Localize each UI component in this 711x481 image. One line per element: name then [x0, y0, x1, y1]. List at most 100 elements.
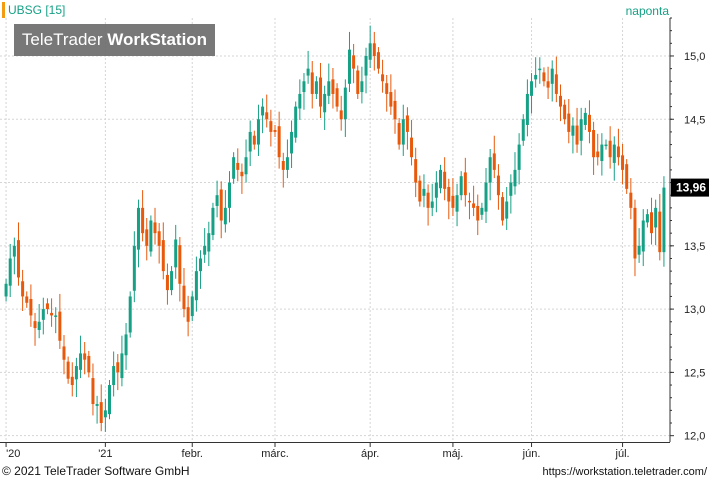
- source-url-link[interactable]: https://workstation.teletrader.com/: [542, 466, 707, 478]
- candle-body: [136, 207, 140, 250]
- candle-body: [530, 81, 534, 96]
- candle-body: [654, 207, 658, 228]
- candle-body: [199, 258, 203, 272]
- candle-body: [335, 88, 339, 107]
- candle-body: [211, 207, 215, 236]
- candle-body: [58, 311, 62, 341]
- candle-body: [108, 385, 112, 415]
- candle-body: [215, 195, 219, 206]
- candle-body: [290, 131, 294, 154]
- candle-body: [596, 151, 600, 158]
- candle-body: [393, 100, 397, 120]
- candle-body: [124, 334, 128, 356]
- candle-body: [451, 195, 455, 208]
- candle-body: [459, 176, 463, 196]
- candle-body: [112, 366, 116, 386]
- candle-body: [343, 87, 347, 120]
- x-tick-label: márc.: [261, 448, 289, 460]
- candle-body: [302, 81, 306, 93]
- candle-body: [472, 203, 476, 208]
- candle-body: [269, 121, 273, 132]
- candle-body: [625, 164, 629, 189]
- symbol-label[interactable]: UBSG [15]: [8, 3, 66, 17]
- candle-body: [314, 81, 318, 94]
- candle-body: [170, 271, 174, 291]
- candle-body: [4, 283, 8, 297]
- candle-body: [16, 240, 20, 278]
- candle-body: [368, 43, 372, 60]
- candle-body: [186, 307, 190, 322]
- candle-body: [50, 312, 54, 316]
- candle-body: [501, 197, 505, 221]
- candle-body: [571, 125, 575, 136]
- candle-body: [658, 211, 662, 253]
- candle-body: [116, 362, 120, 373]
- candle-body: [54, 315, 58, 317]
- y-axis: 12,012,513,013,514,014,515,0: [670, 17, 705, 443]
- candle-body: [447, 186, 451, 202]
- candle-body: [178, 245, 182, 284]
- x-tick-label: febr.: [182, 448, 203, 460]
- candle-body: [87, 355, 91, 373]
- candle-body: [70, 376, 74, 386]
- candle-body: [319, 77, 323, 107]
- candle-body: [439, 169, 443, 189]
- candle-body: [223, 207, 227, 225]
- candle-body: [240, 171, 244, 177]
- candle-body: [567, 113, 571, 132]
- candle-body: [190, 296, 194, 317]
- candle-body: [132, 245, 136, 291]
- candle-body: [434, 182, 438, 198]
- candle-body: [587, 114, 591, 132]
- y-tick-label: 14,5: [684, 114, 705, 126]
- teletrader-logo: TeleTrader WorkStation: [14, 24, 215, 56]
- candle-body: [91, 378, 95, 405]
- interval-label[interactable]: naponta: [625, 4, 669, 18]
- candle-body: [120, 353, 124, 379]
- candlestick-series: [4, 25, 666, 432]
- candle-body: [401, 119, 405, 145]
- candle-body: [372, 43, 376, 56]
- candle-body: [339, 110, 343, 120]
- candle-body: [579, 119, 583, 141]
- candle-body: [414, 159, 418, 183]
- candle-body: [194, 271, 198, 301]
- x-tick-label: '20: [6, 448, 20, 460]
- candle-body: [633, 207, 637, 259]
- candle-body: [29, 298, 33, 316]
- copyright-text: © 2021 TeleTrader Software GmbH: [2, 464, 190, 478]
- candle-body: [443, 171, 447, 189]
- candle-body: [165, 274, 169, 291]
- candle-body: [174, 239, 178, 268]
- candle-body: [650, 212, 654, 234]
- candle-body: [145, 229, 149, 246]
- candle-body: [410, 137, 414, 158]
- candle-body: [248, 131, 252, 152]
- candle-body: [149, 220, 153, 252]
- candle-body: [364, 55, 368, 76]
- candle-body: [99, 402, 103, 424]
- candle-body: [381, 74, 385, 82]
- candle-body: [592, 130, 596, 158]
- candle-body: [331, 79, 335, 94]
- symbol-header[interactable]: UBSG [15]: [2, 2, 65, 18]
- candle-body: [95, 404, 99, 406]
- x-tick-label: ápr.: [361, 448, 379, 460]
- x-tick-label: jún.: [522, 448, 541, 460]
- candle-body: [79, 353, 83, 370]
- candle-body: [265, 112, 269, 120]
- candle-body: [389, 92, 393, 107]
- candle-body: [356, 70, 360, 94]
- candle-body: [157, 231, 161, 246]
- candle-body: [285, 157, 289, 170]
- symbol-color-marker: [2, 2, 5, 18]
- candle-body: [608, 140, 612, 158]
- candle-body: [66, 361, 70, 379]
- candle-body: [347, 49, 351, 84]
- candle-body: [83, 353, 87, 360]
- candle-body: [455, 195, 459, 212]
- current-price-box: [671, 178, 709, 197]
- candle-body: [256, 119, 260, 145]
- candle-body: [600, 144, 604, 162]
